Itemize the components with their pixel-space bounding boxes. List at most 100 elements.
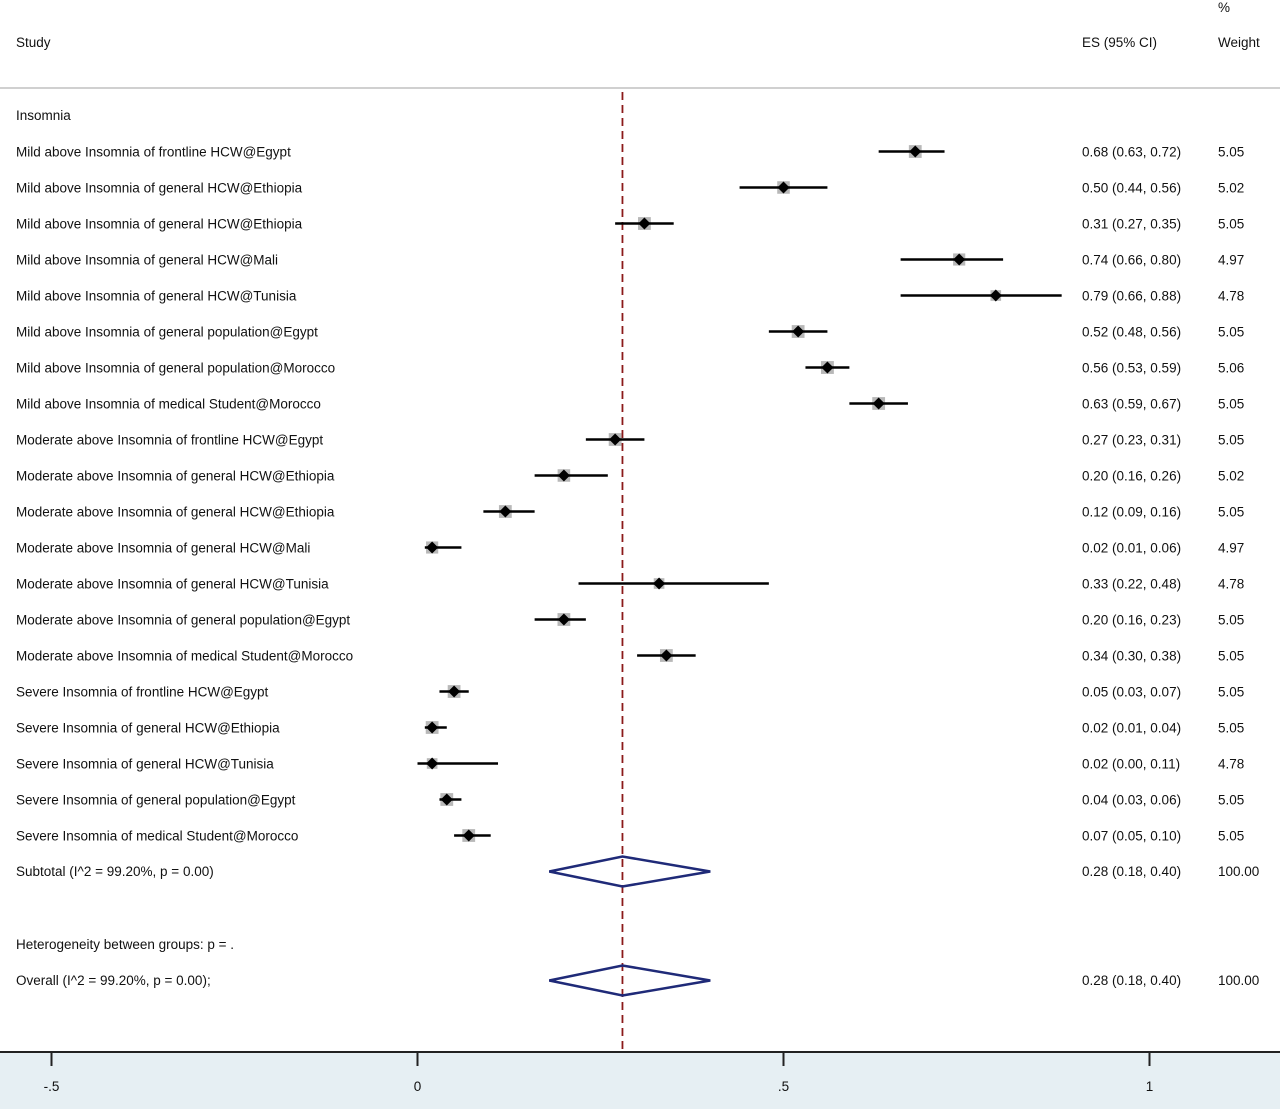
x-axis-band xyxy=(0,1052,1280,1109)
study-label: Mild above Insomnia of medical Student@M… xyxy=(16,397,321,412)
study-es-value: 0.79 (0.66, 0.88) xyxy=(1082,289,1181,304)
study-label: Mild above Insomnia of general HCW@Tunis… xyxy=(16,289,297,304)
study-weight-value: 5.05 xyxy=(1218,613,1244,628)
point-estimate-marker xyxy=(462,829,475,842)
study-weight-value: 4.97 xyxy=(1218,541,1244,556)
study-row: Moderate above Insomnia of general HCW@E… xyxy=(16,505,1244,520)
point-estimate-marker xyxy=(557,469,570,482)
subtotal-label: Subtotal (I^2 = 99.20%, p = 0.00) xyxy=(16,864,214,879)
x-tick-label: -.5 xyxy=(44,1079,60,1094)
point-estimate-marker xyxy=(653,577,666,590)
heterogeneity-label: Heterogeneity between groups: p = . xyxy=(16,937,234,952)
point-estimate-marker xyxy=(609,433,622,446)
study-es-value: 0.74 (0.66, 0.80) xyxy=(1082,253,1181,268)
study-row: Mild above Insomnia of general HCW@Ethio… xyxy=(16,181,1244,196)
study-weight-value: 5.05 xyxy=(1218,793,1244,808)
subtotal-diamond xyxy=(549,855,711,888)
study-label: Severe Insomnia of frontline HCW@Egypt xyxy=(16,685,269,700)
study-weight-value: 5.05 xyxy=(1218,721,1244,736)
study-es-value: 0.31 (0.27, 0.35) xyxy=(1082,217,1181,232)
study-label: Moderate above Insomnia of frontline HCW… xyxy=(16,433,323,448)
study-es-value: 0.68 (0.63, 0.72) xyxy=(1082,145,1181,160)
x-tick-label: 0 xyxy=(414,1079,422,1094)
study-row: Mild above Insomnia of general HCW@Ethio… xyxy=(16,217,1244,232)
study-es-value: 0.02 (0.01, 0.06) xyxy=(1082,541,1181,556)
group-label: Insomnia xyxy=(16,108,71,123)
study-label: Mild above Insomnia of general populatio… xyxy=(16,361,335,376)
study-es-value: 0.02 (0.01, 0.04) xyxy=(1082,721,1181,736)
study-es-value: 0.04 (0.03, 0.06) xyxy=(1082,793,1181,808)
study-label: Mild above Insomnia of general HCW@Ethio… xyxy=(16,181,303,196)
point-estimate-marker xyxy=(909,145,922,158)
study-row: Mild above Insomnia of medical Student@M… xyxy=(16,397,1244,412)
study-label: Severe Insomnia of general HCW@Tunisia xyxy=(16,757,274,772)
study-label: Moderate above Insomnia of general HCW@E… xyxy=(16,505,335,520)
study-row: Mild above Insomnia of general populatio… xyxy=(16,361,1244,376)
study-label: Mild above Insomnia of general HCW@Mali xyxy=(16,253,278,268)
study-label: Moderate above Insomnia of general HCW@M… xyxy=(16,541,310,556)
point-estimate-marker xyxy=(777,181,790,194)
study-weight-value: 4.97 xyxy=(1218,253,1244,268)
study-es-value: 0.02 (0.00, 0.11) xyxy=(1082,757,1180,772)
study-row: Moderate above Insomnia of general HCW@M… xyxy=(16,541,1244,556)
study-row: Moderate above Insomnia of general HCW@E… xyxy=(16,469,1244,484)
overall-es: 0.28 (0.18, 0.40) xyxy=(1082,973,1181,988)
study-label: Severe Insomnia of general HCW@Ethiopia xyxy=(16,721,280,736)
study-weight-value: 5.05 xyxy=(1218,505,1244,520)
study-label: Moderate above Insomnia of medical Stude… xyxy=(16,649,353,664)
point-estimate-marker xyxy=(499,505,512,518)
point-estimate-marker xyxy=(792,325,805,338)
study-weight-value: 5.02 xyxy=(1218,181,1244,196)
study-row: Mild above Insomnia of frontline HCW@Egy… xyxy=(16,145,1244,160)
point-estimate-marker xyxy=(440,793,453,806)
study-es-value: 0.34 (0.30, 0.38) xyxy=(1082,649,1181,664)
study-row: Mild above Insomnia of general HCW@Tunis… xyxy=(16,289,1244,304)
study-es-value: 0.27 (0.23, 0.31) xyxy=(1082,433,1181,448)
study-row: Moderate above Insomnia of general popul… xyxy=(16,613,1244,628)
study-es-value: 0.52 (0.48, 0.56) xyxy=(1082,325,1181,340)
study-row: Severe Insomnia of general HCW@Ethiopia 0… xyxy=(16,721,1244,736)
study-weight-value: 5.05 xyxy=(1218,397,1244,412)
point-estimate-marker xyxy=(872,397,885,410)
study-weight-value: 5.05 xyxy=(1218,217,1244,232)
study-es-value: 0.12 (0.09, 0.16) xyxy=(1082,505,1181,520)
study-row: Mild above Insomnia of general HCW@Mali 0… xyxy=(16,253,1244,268)
study-label: Mild above Insomnia of general populatio… xyxy=(16,325,318,340)
study-es-value: 0.05 (0.03, 0.07) xyxy=(1082,685,1181,700)
study-es-value: 0.20 (0.16, 0.26) xyxy=(1082,469,1181,484)
overall-weight: 100.00 xyxy=(1218,973,1259,988)
percent-header: % xyxy=(1218,0,1230,15)
study-label: Severe Insomnia of general population@Eg… xyxy=(16,793,296,808)
study-es-value: 0.56 (0.53, 0.59) xyxy=(1082,361,1181,376)
study-row: Moderate above Insomnia of medical Stude… xyxy=(16,649,1244,664)
point-estimate-marker xyxy=(426,541,439,554)
study-weight-value: 5.05 xyxy=(1218,145,1244,160)
study-row: Severe Insomnia of medical Student@Moroc… xyxy=(16,829,1244,844)
subtotal-weight: 100.00 xyxy=(1218,864,1259,879)
overall-label: Overall (I^2 = 99.20%, p = 0.00); xyxy=(16,973,211,988)
study-label: Moderate above Insomnia of general HCW@E… xyxy=(16,469,335,484)
study-label: Severe Insomnia of medical Student@Moroc… xyxy=(16,829,298,844)
study-label: Moderate above Insomnia of general HCW@T… xyxy=(16,577,329,592)
study-label: Mild above Insomnia of frontline HCW@Egy… xyxy=(16,145,291,160)
study-label: Mild above Insomnia of general HCW@Ethio… xyxy=(16,217,303,232)
point-estimate-marker xyxy=(821,361,834,374)
point-estimate-marker xyxy=(448,685,461,698)
study-es-value: 0.50 (0.44, 0.56) xyxy=(1082,181,1181,196)
point-estimate-marker xyxy=(660,649,673,662)
es-column-header: ES (95% CI) xyxy=(1082,35,1157,50)
study-es-value: 0.07 (0.05, 0.10) xyxy=(1082,829,1181,844)
point-estimate-marker xyxy=(953,253,966,266)
study-row: Mild above Insomnia of general populatio… xyxy=(16,325,1244,340)
study-weight-value: 5.05 xyxy=(1218,325,1244,340)
subtotal-es: 0.28 (0.18, 0.40) xyxy=(1082,864,1181,879)
study-weight-value: 4.78 xyxy=(1218,757,1244,772)
study-row: Severe Insomnia of frontline HCW@Egypt 0.… xyxy=(16,685,1244,700)
point-estimate-marker xyxy=(638,217,651,230)
x-tick-label: .5 xyxy=(778,1079,789,1094)
point-estimate-marker xyxy=(989,289,1002,302)
study-row: Moderate above Insomnia of frontline HCW… xyxy=(16,433,1244,448)
point-estimate-marker xyxy=(426,721,439,734)
study-es-value: 0.33 (0.22, 0.48) xyxy=(1082,577,1181,592)
